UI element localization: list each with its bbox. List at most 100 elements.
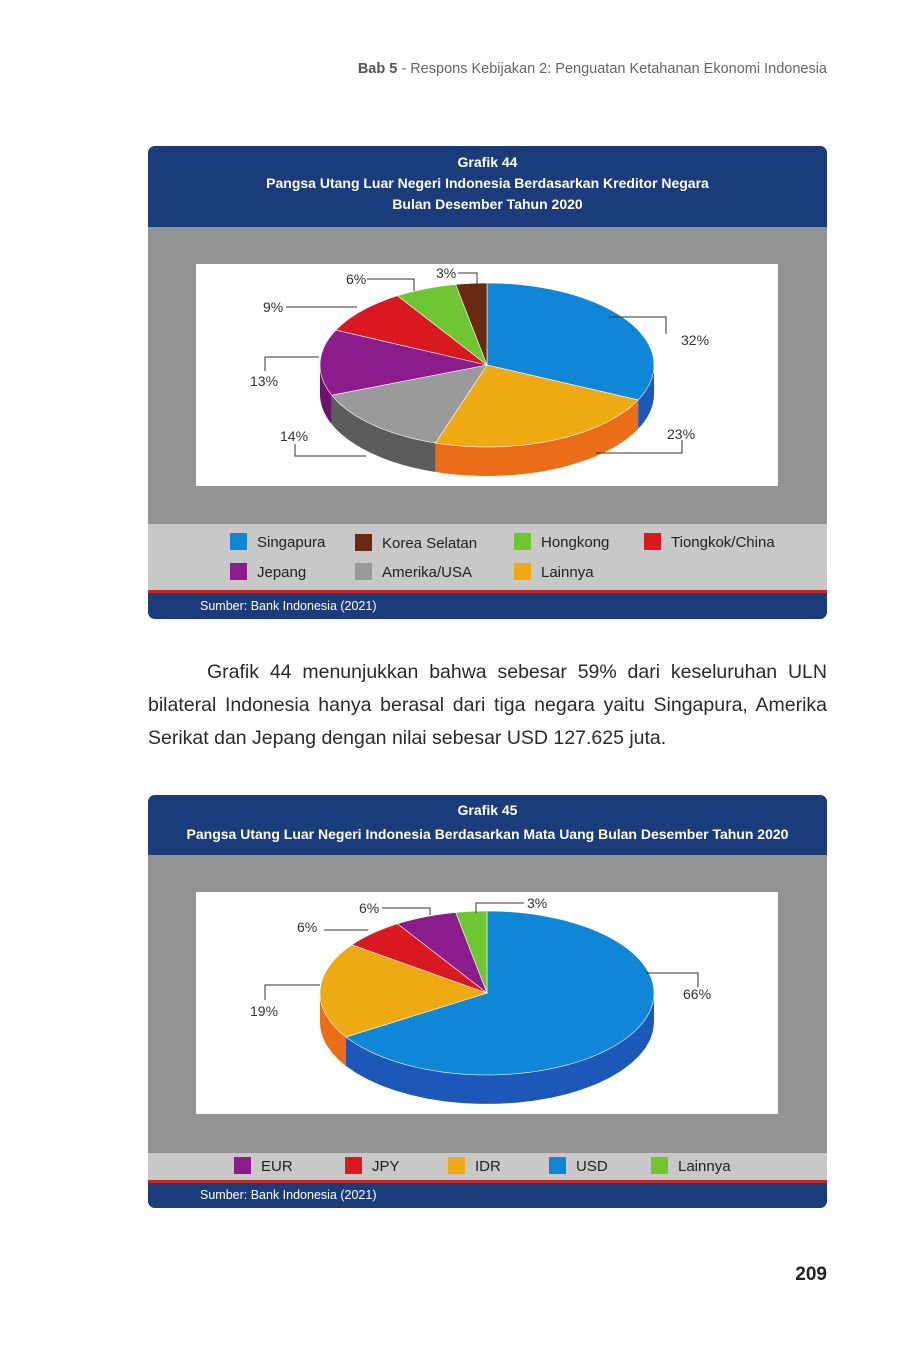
data-label-tiongkok-china: 9%: [263, 299, 283, 315]
chart-45-title-line1: Pangsa Utang Luar Negeri Indonesia Berda…: [186, 826, 789, 842]
pie-slice-eur: [396, 912, 488, 994]
data-label-eur: 6%: [359, 900, 379, 916]
legend-label: EUR: [261, 1158, 293, 1175]
legend-swatch: [345, 1157, 362, 1174]
legend-item-singapura: Singapura: [230, 533, 325, 552]
leader-line: [458, 272, 478, 287]
legend-item-idr: IDR: [448, 1157, 501, 1176]
chapter-title: - Respons Kebijakan 2: Penguatan Ketahan…: [397, 61, 827, 77]
legend-label: Hongkong: [541, 534, 610, 551]
legend-label: JPY: [372, 1158, 400, 1175]
chart-44-title-line2: Bulan Desember Tahun 2020: [392, 196, 583, 212]
data-label-hongkong: 6%: [346, 271, 366, 287]
chart-45-pie: 66% 19% 6% 6% 3%: [250, 895, 711, 1104]
leader-line: [609, 316, 667, 334]
pie-slice-singapura: [486, 282, 655, 401]
legend-swatch: [549, 1157, 566, 1174]
chart-45-legend: EUR JPY IDR USD Lainnya: [148, 1153, 827, 1180]
pie-sides: [320, 993, 654, 1104]
data-label-amerika-usa: 14%: [280, 428, 308, 444]
legend-swatch: [644, 533, 661, 550]
data-label-korea-selatan: 3%: [436, 265, 456, 281]
chart-44: Grafik 44 Pangsa Utang Luar Negeri Indon…: [148, 146, 827, 619]
legend-label: Jepang: [257, 564, 307, 581]
legend-label: Singapura: [257, 534, 326, 551]
pie-side-amerika-usa: [331, 395, 436, 472]
pie-slice-lainnya: [434, 364, 639, 448]
running-header: Bab 5 - Respons Kebijakan 2: Penguatan K…: [358, 61, 827, 77]
data-label-usd: 66%: [683, 986, 711, 1002]
legend-label: Korea Selatan: [382, 535, 478, 552]
data-label-lainnya: 3%: [527, 895, 547, 911]
leader-line: [264, 356, 319, 371]
page-number: 209: [795, 1264, 827, 1285]
chart-45-label: Grafik 45: [457, 802, 518, 818]
chapter-label: Bab 5: [357, 61, 398, 77]
pie-slice-korea-selatan: [455, 282, 488, 366]
chart-44-pie: 32% 23% 14% 13% 9% 6% 3%: [250, 265, 709, 476]
legend-swatch: [448, 1157, 465, 1174]
legend-swatch: [355, 563, 372, 580]
leader-line: [646, 972, 699, 987]
pie-side-jepang: [320, 365, 332, 425]
chart-45-source: Sumber: Bank Indonesia (2021): [148, 1180, 827, 1208]
legend-item-korea-selatan: Korea Selatan: [355, 534, 477, 553]
legend-item-tiongkok: Tiongkok/China: [644, 533, 775, 552]
legend-swatch: [230, 533, 247, 550]
legend-swatch: [514, 533, 531, 550]
pie-slice-jepang: [319, 329, 488, 396]
legend-swatch: [651, 1157, 668, 1174]
pie-side-idr: [320, 993, 346, 1066]
legend-swatch: [234, 1157, 251, 1174]
chart-45: Grafik 45 Pangsa Utang Luar Negeri Indon…: [148, 795, 827, 1208]
leader-line: [382, 907, 431, 915]
pie-labels: 32% 23% 14% 13% 9% 6% 3%: [250, 265, 709, 457]
pie-slice-jpy: [351, 923, 488, 994]
legend-item-jpy: JPY: [345, 1157, 400, 1176]
legend-swatch: [514, 563, 531, 580]
leader-line: [596, 440, 683, 454]
data-label-idr: 19%: [250, 1003, 278, 1019]
leader-line: [475, 902, 524, 913]
data-label-singapura: 32%: [681, 332, 709, 348]
pie-side-usd: [345, 993, 654, 1104]
legend-label: IDR: [475, 1158, 501, 1175]
legend-item-amerika: Amerika/USA: [355, 563, 472, 582]
leader-line: [294, 444, 366, 457]
body-paragraph-text: Grafik 44 menunjukkan bahwa sebesar 59% …: [148, 661, 827, 749]
chart-44-title-line1: Pangsa Utang Luar Negeri Indonesia Berda…: [266, 175, 709, 191]
legend-item-hongkong: Hongkong: [514, 533, 609, 552]
pie-slice-usd: [345, 910, 655, 1076]
legend-swatch: [230, 563, 247, 580]
pie-slices: [319, 910, 655, 1076]
data-label-lainnya: 23%: [667, 426, 695, 442]
legend-item-lainnya: Lainnya: [651, 1157, 731, 1176]
leader-line: [367, 278, 415, 291]
legend-item-jepang: Jepang: [230, 563, 306, 582]
legend-label: Amerika/USA: [382, 564, 473, 581]
legend-swatch: [355, 534, 372, 551]
chart-44-legend: Singapura Korea Selatan Hongkong Tiongko…: [148, 524, 827, 590]
chart-45-plot: 66% 19% 6% 6% 3%: [196, 892, 778, 1114]
legend-label: Tiongkok/China: [671, 534, 775, 551]
legend-label: USD: [576, 1158, 608, 1175]
body-paragraph: Grafik 44 menunjukkan bahwa sebesar 59% …: [148, 656, 827, 755]
legend-label: Lainnya: [541, 564, 594, 581]
pie-slice-amerika-usa: [331, 364, 488, 444]
chart-44-plot: 32% 23% 14% 13% 9% 6% 3%: [196, 264, 778, 486]
data-label-jpy: 6%: [297, 919, 317, 935]
legend-item-usd: USD: [549, 1157, 608, 1176]
data-label-jepang: 13%: [250, 373, 278, 389]
pie-sides: [320, 365, 654, 476]
source-text: Sumber: Bank Indonesia (2021): [200, 1188, 377, 1202]
source-text: Sumber: Bank Indonesia (2021): [200, 599, 377, 613]
chart-45-header: Grafik 45 Pangsa Utang Luar Negeri Indon…: [148, 795, 827, 855]
legend-label: Lainnya: [678, 1158, 731, 1175]
chart-44-label: Grafik 44: [457, 154, 518, 170]
leader-line: [264, 984, 320, 1000]
legend-item-lainnya: Lainnya: [514, 563, 594, 582]
pie-side-singapura: [638, 365, 654, 429]
legend-item-eur: EUR: [234, 1157, 293, 1176]
pie-slice-hongkong: [396, 284, 488, 366]
pie-slice-tiongkok-china: [335, 295, 488, 366]
